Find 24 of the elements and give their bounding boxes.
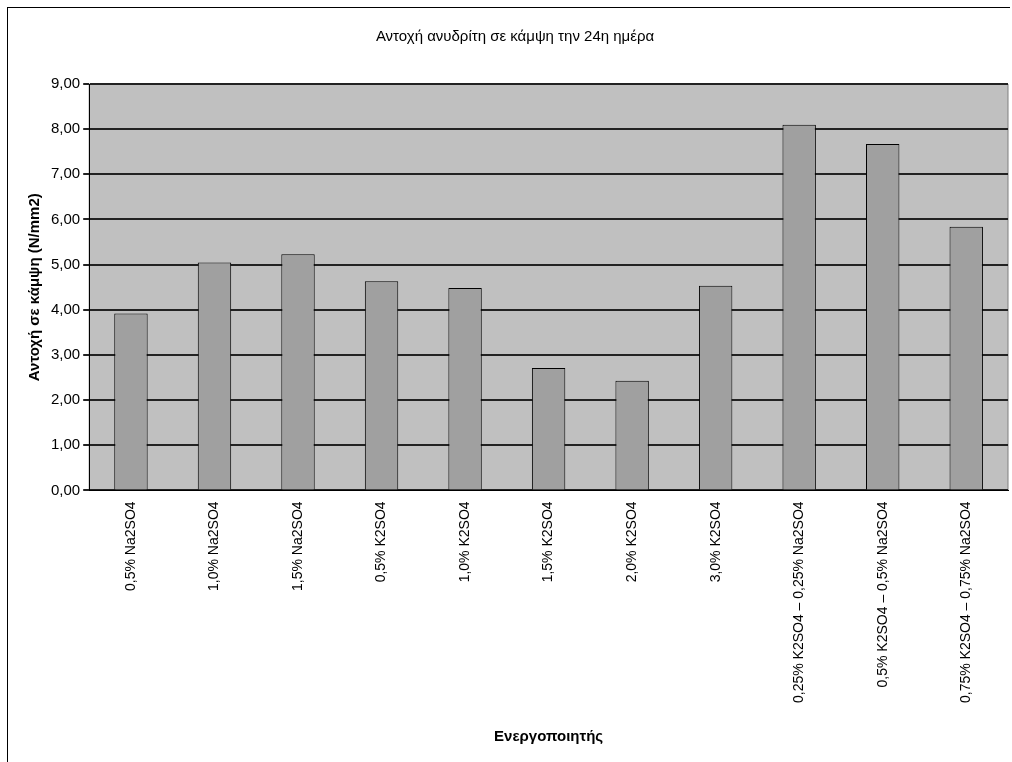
chart-title: Αντοχή ανυδρίτη σε κάμψη την 24η ημέρα [375,27,655,45]
y-tick-label: 2,00 [50,390,81,408]
x-tick-label: 1,0% Na2SO4 [205,501,222,591]
y-tick-label: 4,00 [50,299,81,317]
y-tick-label: 8,00 [50,119,81,137]
y-axis-title: Αντοχή σε κάμψη (N/mm2) [25,193,43,382]
y-tick-label: 1,00 [50,435,81,453]
x-tick-label: 0,25% K2SO4 – 0,25% Na2SO4 [790,501,807,704]
y-tick-label: 5,00 [50,254,81,272]
x-tick-label: 3,0% K2SO4 [706,501,723,583]
x-tick-label: 0,5% K2SO4 [372,501,389,583]
x-tick-label: 0,5% K2SO4 – 0,5% Na2SO4 [873,501,890,688]
x-tick-label: 1,5% K2SO4 [539,501,556,583]
x-tick-label: 0,5% Na2SO4 [121,501,138,591]
x-axis-title: Ενεργοποιητής [494,727,604,745]
x-tick-label: 1,5% Na2SO4 [288,501,305,591]
y-tick-label: 0,00 [50,480,81,498]
y-tick-label: 9,00 [50,74,81,92]
y-tick-label: 3,00 [50,345,81,363]
x-tick-label: 1,0% K2SO4 [455,501,472,583]
x-tick-label: 0,75% K2SO4 – 0,75% Na2SO4 [957,501,974,704]
y-tick-label: 7,00 [50,164,81,182]
x-tick-label: 2,0% K2SO4 [622,501,639,583]
y-tick-label: 6,00 [50,209,81,227]
